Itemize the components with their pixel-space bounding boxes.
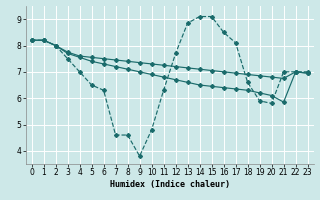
X-axis label: Humidex (Indice chaleur): Humidex (Indice chaleur) <box>109 180 230 189</box>
